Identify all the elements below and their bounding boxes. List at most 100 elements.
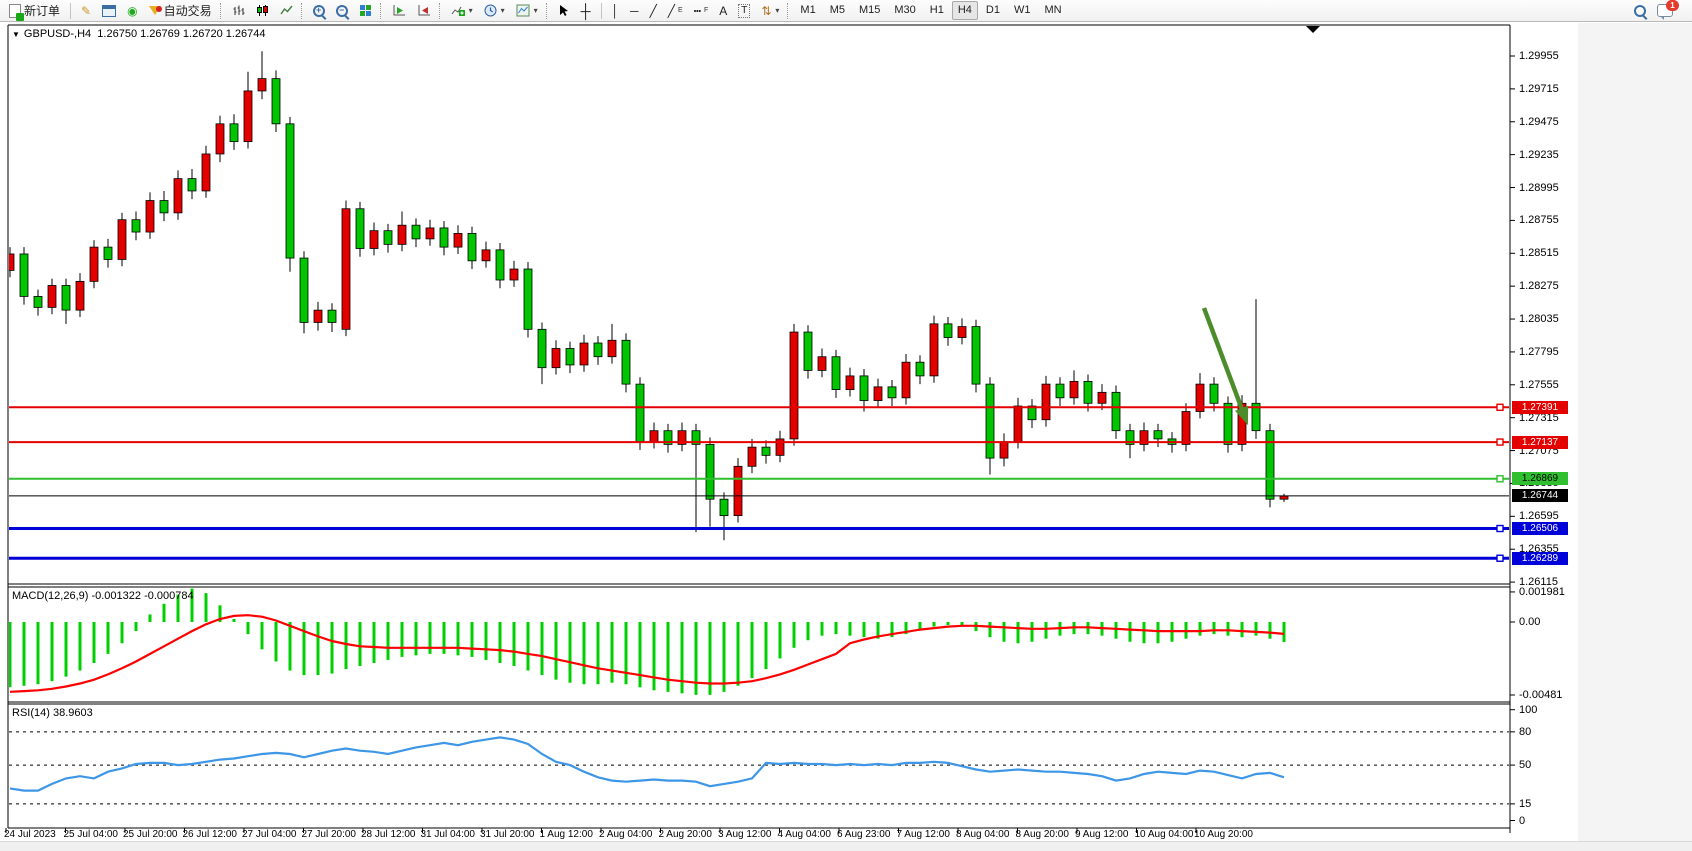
time-axis-label: 26 Jul 12:00 xyxy=(182,829,238,840)
trendline-tool-button[interactable]: ╱ xyxy=(645,0,662,21)
timeframe-button-mn[interactable]: MN xyxy=(1044,4,1062,16)
time-axis-label: 2 Aug 04:00 xyxy=(599,829,653,840)
timeframe-button-m15[interactable]: M15 xyxy=(858,4,881,16)
time-axis-label: 8 Aug 20:00 xyxy=(1015,829,1069,840)
time-axis-label: 10 Aug 04:00 xyxy=(1134,829,1194,840)
price-line-badge: 1.27391 xyxy=(1512,400,1568,414)
rsi-axis-label: 0 xyxy=(1519,814,1526,827)
price-line-badge: 1.26506 xyxy=(1512,522,1568,535)
zoom-out-icon: − xyxy=(335,4,348,17)
search-icon xyxy=(1634,4,1646,17)
fibonacci-letter: F xyxy=(703,7,709,14)
time-axis-label: 25 Jul 04:00 xyxy=(63,829,119,840)
time-axis-label: 2 Aug 20:00 xyxy=(658,829,712,840)
toolbar-separator xyxy=(70,2,72,19)
chart-menu-caret-icon[interactable]: ▼ xyxy=(12,30,20,39)
timeframe-button-w1[interactable]: W1 xyxy=(1013,4,1031,16)
candlestick-chart-button[interactable] xyxy=(251,0,274,21)
periods-button[interactable]: ▾ xyxy=(479,0,510,21)
text-tool-icon: A xyxy=(719,3,728,18)
text-tool-button[interactable]: A xyxy=(714,0,732,21)
time-axis-label: 31 Jul 20:00 xyxy=(480,829,535,840)
line-chart-button[interactable] xyxy=(275,0,298,21)
cursor-tool-button[interactable] xyxy=(553,0,575,21)
price-axis-label: 1.29715 xyxy=(1519,82,1559,95)
time-axis-label: 25 Jul 20:00 xyxy=(123,829,178,840)
market-watch-button[interactable] xyxy=(97,0,121,21)
chart-title: ▼ GBPUSD-,H4 1.26750 1.26769 1.26720 1.26… xyxy=(12,28,266,40)
chart-ohlc-values: 1.26750 1.26769 1.26720 1.26744 xyxy=(97,28,266,40)
new-order-button[interactable]: 新订单 xyxy=(4,0,65,21)
zoom-out-button[interactable]: − xyxy=(331,0,353,21)
toolbar-grip xyxy=(219,2,224,19)
line-chart-icon xyxy=(280,5,293,15)
chat-bubble-icon: 1 xyxy=(1657,0,1679,20)
time-axis-label: 6 Aug 23:00 xyxy=(837,829,891,840)
crosshair-tool-button[interactable]: ┼ xyxy=(576,0,596,21)
toolbar-grip xyxy=(545,2,550,19)
rsi-axis-label: 15 xyxy=(1519,797,1532,810)
zoom-in-button[interactable]: + xyxy=(308,0,330,21)
chart-window: ▼ GBPUSD-,H4 1.26750 1.26769 1.26720 1.26… xyxy=(0,23,1578,841)
price-axis-label: 1.27315 xyxy=(1519,411,1559,424)
fibonacci-tool-button[interactable]: ┅ F xyxy=(689,0,714,21)
price-line-badge: 1.26289 xyxy=(1512,551,1568,565)
price-axis-label: 1.28035 xyxy=(1519,313,1559,325)
text-label-tool-button[interactable]: T xyxy=(733,0,755,21)
time-axis-label: 3 Aug 12:00 xyxy=(718,829,772,840)
chart-shift-button[interactable] xyxy=(412,0,436,21)
notification-badge: 1 xyxy=(1666,0,1679,11)
dropdown-caret-icon: ▾ xyxy=(500,6,505,15)
time-axis-label: 31 Jul 04:00 xyxy=(420,829,476,840)
templates-button[interactable]: ▾ xyxy=(511,0,543,21)
macd-indicator-label: MACD(12,26,9) -0.001322 -0.000784 xyxy=(12,590,194,602)
bar-chart-button[interactable] xyxy=(227,0,250,21)
toolbar-grip xyxy=(300,2,305,19)
price-line-badge: 1.27137 xyxy=(1512,435,1568,449)
tile-windows-button[interactable] xyxy=(354,0,377,21)
time-axis-label: 7 Aug 12:00 xyxy=(896,829,950,840)
bar-chart-icon xyxy=(233,5,245,15)
notifications-button[interactable]: 1 xyxy=(1652,0,1679,21)
auto-scroll-icon xyxy=(393,5,405,16)
dropdown-caret-icon: ▾ xyxy=(775,6,780,15)
time-axis-label: 10 Aug 20:00 xyxy=(1194,829,1253,840)
price-axis-label: 1.29235 xyxy=(1519,148,1559,161)
timeframe-button-h4[interactable]: H4 xyxy=(951,1,978,20)
chart-canvas[interactable] xyxy=(0,23,1578,841)
search-button[interactable] xyxy=(1629,0,1651,21)
timeframe-button-d1[interactable]: D1 xyxy=(985,4,1000,16)
indicators-button[interactable]: ▾ xyxy=(446,0,478,21)
arrows-tool-button[interactable]: ⇅ ▾ xyxy=(756,0,784,21)
vertical-line-tool-button[interactable]: │ xyxy=(607,0,625,21)
toolbar-grip xyxy=(438,2,443,19)
macd-axis-label: 0.00 xyxy=(1519,616,1541,628)
timeframe-group: M1 M5 M15 M30 H1 H4 D1 W1 MN xyxy=(794,1,1067,20)
rsi-axis-label: 50 xyxy=(1519,759,1532,772)
price-axis-label: 1.28515 xyxy=(1519,247,1559,260)
timeframe-button-m5[interactable]: M5 xyxy=(829,4,845,16)
price-axis-label: 1.28275 xyxy=(1519,280,1559,293)
auto-trading-button[interactable]: 自动交易 xyxy=(144,0,217,21)
timeframe-button-m30[interactable]: M30 xyxy=(894,4,916,16)
rsi-axis-label: 80 xyxy=(1519,725,1532,738)
horizontal-line-tool-button[interactable]: ─ xyxy=(625,0,644,21)
chart-symbol-timeframe: GBPUSD-,H4 xyxy=(23,28,92,40)
auto-trading-icon xyxy=(148,6,162,15)
auto-trading-label: 自动交易 xyxy=(163,4,212,18)
channel-tool-button[interactable]: ╱ E xyxy=(663,0,688,21)
signal-icon: ◉ xyxy=(127,3,138,18)
new-order-icon xyxy=(9,3,24,21)
timeframe-button-h1[interactable]: H1 xyxy=(929,4,944,16)
chart-shift-icon xyxy=(418,5,430,16)
crayon-button[interactable]: ✎ xyxy=(76,0,96,21)
indicators-icon xyxy=(451,6,465,16)
broadcast-button[interactable]: ◉ xyxy=(122,0,142,21)
rsi-axis-label: 100 xyxy=(1519,703,1538,716)
price-axis-label: 1.28995 xyxy=(1519,181,1559,194)
price-axis-label: 1.26595 xyxy=(1519,510,1559,523)
timeframe-button-m1[interactable]: M1 xyxy=(800,4,816,16)
crosshair-icon: ┼ xyxy=(580,2,591,19)
tile-windows-icon xyxy=(359,5,371,16)
auto-scroll-button[interactable] xyxy=(387,0,411,21)
